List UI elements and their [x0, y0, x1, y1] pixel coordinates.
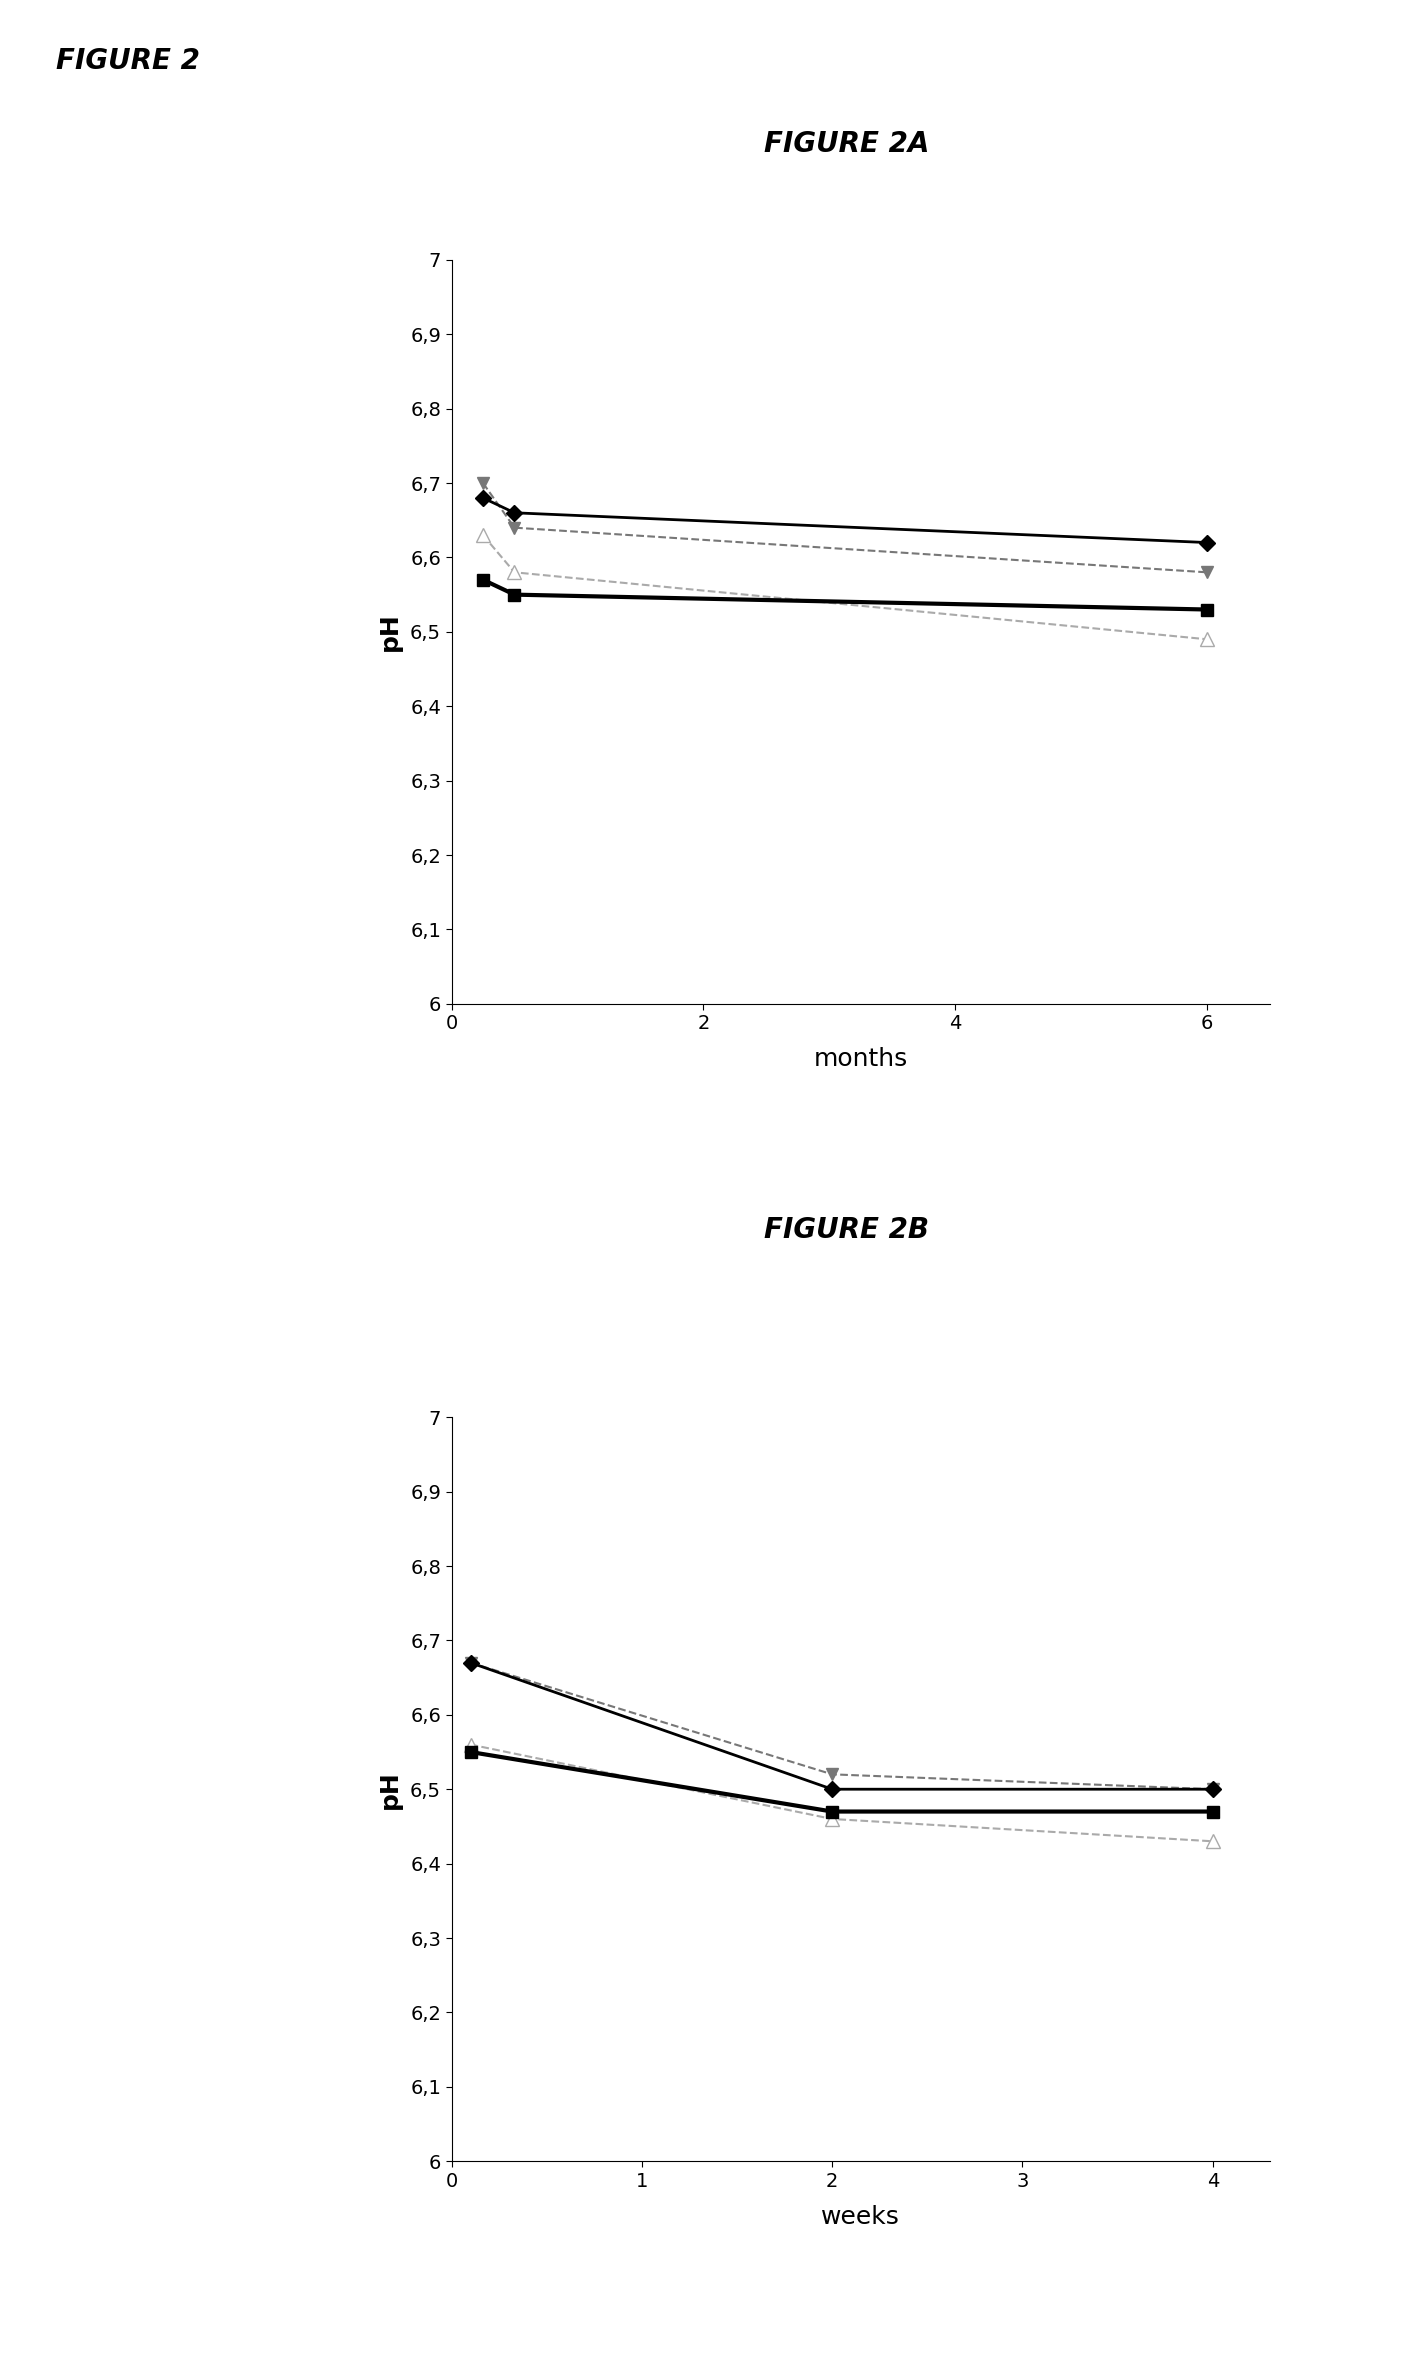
Y-axis label: pH: pH: [378, 1769, 402, 1809]
X-axis label: weeks: weeks: [821, 2204, 900, 2227]
Text: FIGURE 2B: FIGURE 2B: [765, 1216, 928, 1245]
Text: FIGURE 2: FIGURE 2: [56, 47, 200, 76]
X-axis label: months: months: [814, 1046, 907, 1070]
Text: FIGURE 2A: FIGURE 2A: [763, 130, 930, 158]
Y-axis label: pH: pH: [378, 612, 402, 652]
